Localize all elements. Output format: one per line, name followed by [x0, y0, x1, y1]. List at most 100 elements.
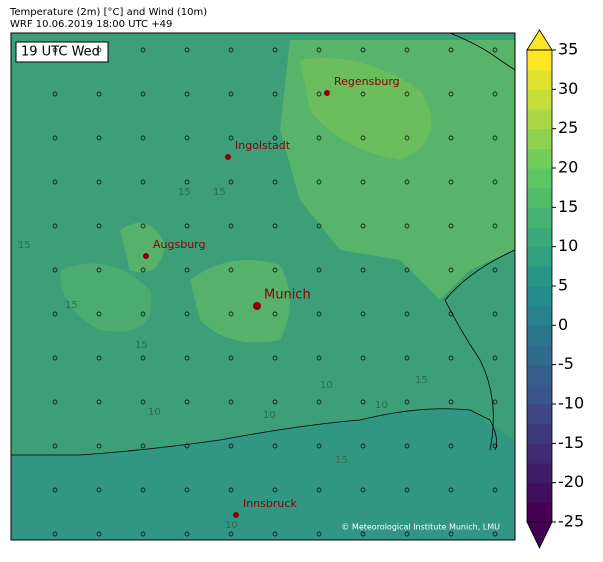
- station: [228, 531, 234, 537]
- station: [140, 47, 146, 53]
- station: [316, 355, 322, 361]
- station: [492, 135, 498, 141]
- station: [492, 91, 498, 97]
- colorbar-tick-label: 5: [558, 276, 568, 295]
- station: [492, 399, 498, 405]
- station: [96, 267, 102, 273]
- colorbar-tick-label: 15: [558, 197, 578, 216]
- station: [140, 443, 146, 449]
- station: [492, 355, 498, 361]
- colorbar-tick-label: 25: [558, 118, 578, 137]
- station: [96, 399, 102, 405]
- colorbar-band: [527, 384, 552, 405]
- station: [404, 355, 410, 361]
- station: [316, 487, 322, 493]
- station: [404, 135, 410, 141]
- station: [184, 267, 190, 273]
- station: [492, 443, 498, 449]
- station: [140, 399, 146, 405]
- station: [272, 443, 278, 449]
- station: [492, 179, 498, 185]
- station: [228, 355, 234, 361]
- subtitle: WRF 10.06.2019 18:00 UTC +49: [10, 19, 172, 30]
- station: [272, 487, 278, 493]
- station: [272, 135, 278, 141]
- station: [184, 135, 190, 141]
- station: [492, 267, 498, 273]
- station: [96, 223, 102, 229]
- station: [140, 91, 146, 97]
- colorbar-band: [527, 50, 552, 71]
- contour-label: 15: [65, 300, 78, 311]
- station: [448, 311, 454, 317]
- station: [228, 135, 234, 141]
- contour-label: 15: [178, 187, 191, 198]
- station: [52, 487, 58, 493]
- station: [316, 91, 322, 97]
- station: [316, 47, 322, 53]
- station: [448, 135, 454, 141]
- colorbar: -25 -20 -15 -10 -5 0 5 10 15 20 25 30 35: [526, 29, 584, 549]
- warm-area: [60, 263, 152, 332]
- station: [96, 443, 102, 449]
- station: [52, 443, 58, 449]
- colorbar-tick-label: -25: [558, 512, 584, 531]
- station: [184, 311, 190, 317]
- city-label: Regensburg: [334, 75, 400, 88]
- station: [140, 267, 146, 273]
- station: [360, 179, 366, 185]
- station: [492, 47, 498, 53]
- station: [448, 399, 454, 405]
- colorbar-band: [527, 168, 552, 189]
- contour-label: 15: [213, 187, 226, 198]
- station: [228, 443, 234, 449]
- station: [228, 311, 234, 317]
- station: [316, 135, 322, 141]
- colorbar-band: [527, 482, 552, 503]
- station: [448, 179, 454, 185]
- contour-label: 15: [18, 240, 31, 251]
- city-label: Munich: [264, 288, 311, 303]
- colorbar-tick-label: -15: [558, 433, 584, 452]
- colorbar-band: [527, 463, 552, 484]
- station: [52, 399, 58, 405]
- colorbar-tick-label: -10: [558, 394, 584, 413]
- map-frame: [10, 32, 516, 541]
- colorbar-band: [527, 69, 552, 90]
- station: [228, 47, 234, 53]
- station: [140, 311, 146, 317]
- colorbar-band: [527, 246, 552, 267]
- station: [272, 267, 278, 273]
- station: [96, 135, 102, 141]
- station: [316, 267, 322, 273]
- station: [140, 487, 146, 493]
- city-label: Ingolstadt: [235, 139, 291, 152]
- station: [404, 311, 410, 317]
- station: [184, 355, 190, 361]
- station: [316, 179, 322, 185]
- station: [360, 311, 366, 317]
- credit: © Meteorological Institute Munich, LMU: [341, 523, 500, 532]
- colorbar-tick-label: 10: [558, 236, 578, 255]
- station: [272, 531, 278, 537]
- station: [492, 223, 498, 229]
- contour-label: 10: [225, 520, 238, 531]
- colorbar-band: [527, 325, 552, 346]
- time-box: [15, 41, 109, 63]
- station: [360, 487, 366, 493]
- station: [272, 179, 278, 185]
- station: [96, 47, 102, 53]
- station: [360, 355, 366, 361]
- station: [316, 311, 322, 317]
- station: [52, 179, 58, 185]
- station: [184, 443, 190, 449]
- station: [448, 267, 454, 273]
- station: [184, 487, 190, 493]
- station: [96, 487, 102, 493]
- station: [360, 223, 366, 229]
- station: [360, 443, 366, 449]
- colorbar-tick-label: -5: [558, 354, 574, 373]
- station: [52, 135, 58, 141]
- station: [448, 531, 454, 537]
- station: [404, 47, 410, 53]
